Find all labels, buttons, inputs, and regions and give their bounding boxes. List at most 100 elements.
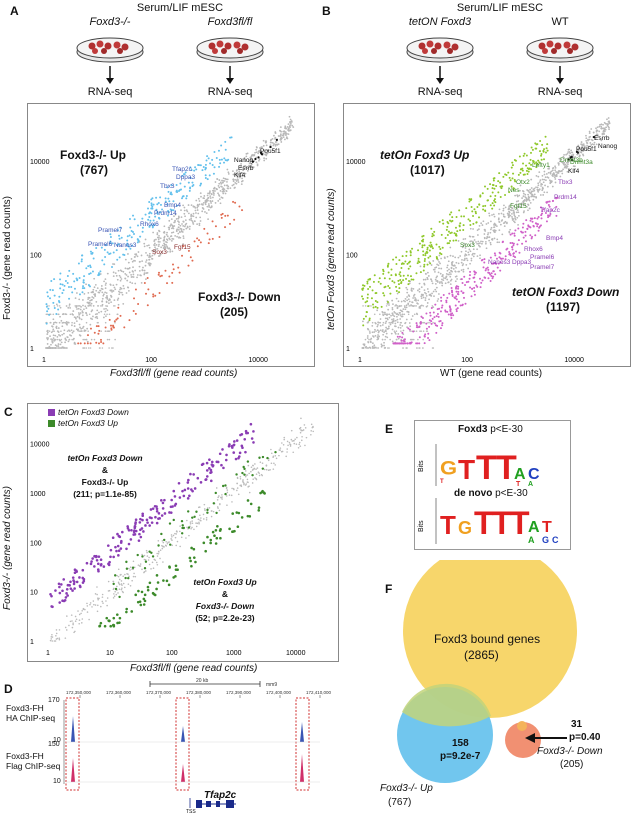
point-gray	[112, 284, 115, 287]
gene-label: Nanog	[234, 157, 254, 164]
point-down-overlap	[140, 527, 144, 530]
point-up-overlap	[260, 490, 264, 494]
point-gray	[390, 332, 393, 335]
point-down	[86, 342, 89, 345]
point-gray	[289, 129, 291, 132]
point-up	[47, 295, 50, 298]
point-up	[219, 162, 222, 165]
point-gray	[157, 552, 160, 555]
x-tick: 10000	[286, 650, 306, 657]
point-gray	[171, 544, 173, 547]
point-gray	[174, 532, 176, 535]
point-gray	[236, 174, 239, 177]
point-gray	[132, 575, 135, 578]
point-down-overlap	[161, 507, 165, 510]
point-gray	[79, 308, 82, 311]
point-gray	[104, 284, 107, 286]
point-down	[492, 275, 495, 278]
point-gray	[457, 256, 460, 259]
point-down	[490, 274, 493, 277]
gene-label: Sox3	[460, 242, 475, 249]
point-gray	[533, 195, 536, 198]
point-gray	[71, 626, 74, 629]
point-up-overlap	[125, 610, 128, 614]
point-up	[422, 269, 425, 272]
point-gray	[264, 141, 267, 144]
point-up-overlap	[258, 456, 261, 459]
point-up	[137, 239, 140, 242]
point-gray	[186, 526, 188, 529]
point-gray	[79, 312, 82, 314]
point-down-overlap	[252, 430, 255, 433]
point-down	[480, 259, 483, 262]
point-gray	[61, 333, 64, 336]
point-gray	[214, 190, 216, 192]
point-gray	[51, 325, 54, 328]
point-gray	[604, 128, 607, 131]
point-gray	[402, 308, 405, 310]
point-gray	[419, 347, 421, 349]
point-gray	[396, 307, 399, 310]
point-gray	[408, 300, 411, 303]
point-down	[521, 231, 524, 234]
point-gray	[532, 198, 535, 201]
point-gray	[502, 222, 505, 225]
point-gray	[541, 183, 544, 186]
point-gray	[90, 291, 93, 294]
point-up	[386, 301, 389, 304]
point-up	[428, 249, 431, 252]
point-up	[361, 287, 364, 290]
point-up	[45, 305, 48, 308]
point-gray	[209, 206, 212, 209]
point-gray	[535, 174, 538, 177]
point-down	[154, 294, 157, 297]
point-gray	[155, 243, 158, 246]
point-down	[95, 341, 98, 344]
point-down-overlap	[161, 501, 165, 505]
point-up	[189, 176, 192, 179]
point-gray	[488, 214, 491, 217]
point-gray	[140, 274, 142, 277]
point-gray	[215, 187, 218, 190]
point-down	[467, 280, 470, 283]
point-down-overlap	[232, 443, 235, 447]
point-gray	[96, 287, 99, 290]
point-gray	[107, 330, 109, 332]
exon	[206, 801, 211, 807]
track1-label-l1: Foxd3-FH	[6, 703, 44, 713]
point-gray	[209, 197, 212, 199]
point-gray	[530, 187, 533, 189]
point-gray	[485, 223, 488, 225]
point-gray	[90, 305, 92, 307]
point-gray	[367, 328, 370, 331]
point-down	[238, 205, 241, 208]
point-down	[172, 268, 175, 271]
point-gray	[422, 347, 424, 349]
point-gray	[52, 334, 55, 337]
point-down	[134, 312, 137, 315]
point-gray	[48, 305, 50, 307]
point-gray	[396, 305, 399, 307]
point-up	[395, 285, 398, 288]
gene-label: Fgf15	[510, 203, 527, 210]
point-up	[504, 193, 507, 196]
point-up	[397, 279, 400, 282]
point-down-overlap	[186, 497, 190, 500]
point-up	[400, 282, 403, 285]
point-down	[548, 214, 551, 217]
point-gray	[383, 331, 385, 334]
point-gray	[202, 203, 204, 206]
point-gray	[46, 338, 49, 341]
point-up	[87, 265, 90, 268]
point-down-overlap	[209, 468, 213, 472]
point-up	[164, 197, 167, 200]
point-gray	[258, 159, 260, 162]
point-gray	[100, 330, 102, 332]
point-down	[407, 327, 410, 330]
point-gray	[212, 194, 215, 196]
point-gray	[422, 305, 425, 307]
point-gray	[515, 203, 518, 206]
point-down-overlap	[141, 514, 145, 518]
point-gray	[69, 307, 72, 309]
